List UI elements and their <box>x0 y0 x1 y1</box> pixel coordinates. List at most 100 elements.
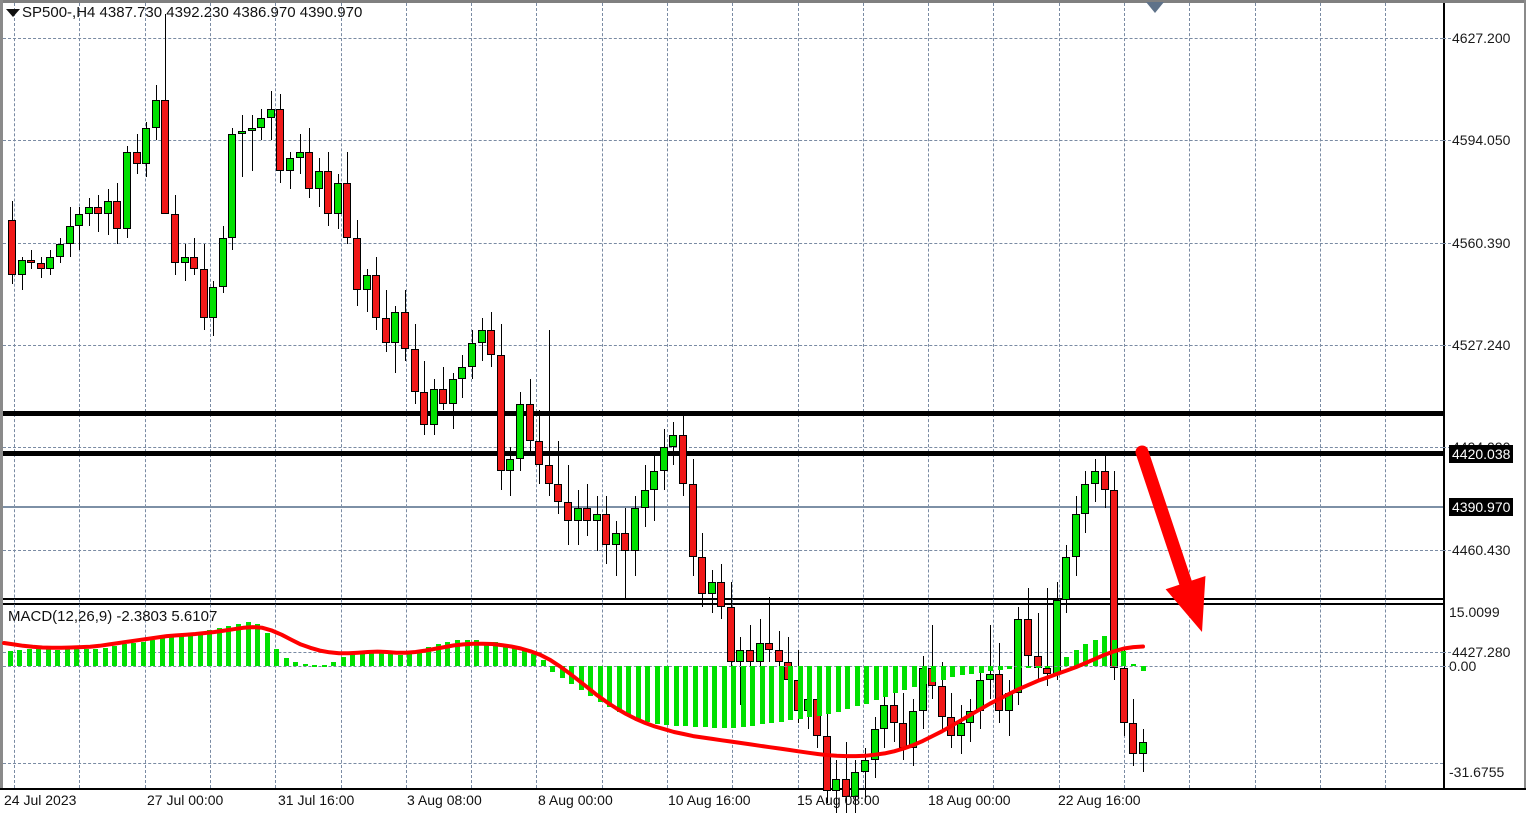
macd-histogram-bar <box>550 665 555 672</box>
macd-histogram-bar <box>27 649 32 666</box>
time-axis-label: 22 Aug 16:00 <box>1058 792 1141 808</box>
candle-body-bearish <box>726 606 735 662</box>
candle-body-bearish <box>487 330 496 355</box>
macd-histogram-bar <box>388 653 393 666</box>
gridline-vertical <box>1320 3 1321 788</box>
macd-histogram-bar <box>817 665 822 717</box>
macd-histogram-bar <box>769 665 774 723</box>
candle-body-bearish <box>276 109 285 171</box>
macd-histogram-bar <box>712 665 717 728</box>
time-axis-label: 15 Aug 08:00 <box>797 792 880 808</box>
candle-body-bullish <box>228 133 237 239</box>
macd-histogram-bar <box>626 665 631 717</box>
macd-histogram-bar <box>369 650 374 666</box>
gridline-vertical <box>536 3 537 788</box>
macd-histogram-bar <box>931 665 936 682</box>
macd-histogram-bar <box>893 665 898 694</box>
gridline-vertical <box>993 3 994 788</box>
candle-wick <box>252 115 253 171</box>
macd-histogram-bar <box>579 665 584 690</box>
gridline-horizontal <box>3 446 1443 448</box>
macd-histogram-bar <box>84 648 89 666</box>
macd-histogram-bar <box>465 639 470 666</box>
macd-histogram-bar <box>703 665 708 728</box>
candle-body-bullish <box>515 403 524 460</box>
macd-histogram-bar <box>493 642 498 666</box>
macd-histogram-bar <box>417 650 422 666</box>
candle-body-bearish <box>583 508 592 521</box>
macd-histogram-bar <box>969 665 974 675</box>
candle-body-bullish <box>650 471 659 490</box>
price-axis-tick <box>1443 550 1451 551</box>
macd-histogram-bar <box>322 664 327 667</box>
candle-wick <box>185 244 186 282</box>
price-axis-label: 4594.050 <box>1452 131 1511 148</box>
price-axis-tick <box>1443 651 1451 653</box>
candle-wick <box>1038 612 1039 681</box>
macd-histogram-bar <box>360 651 365 666</box>
candle-body-bullish <box>1062 557 1071 601</box>
price-axis-tick <box>1443 344 1451 346</box>
macd-histogram-bar <box>122 644 127 666</box>
gridline-horizontal <box>3 344 1443 346</box>
macd-histogram-bar <box>293 662 298 666</box>
macd-histogram-bar <box>874 665 879 701</box>
candle-body-bearish <box>132 152 141 165</box>
macd-histogram-bar <box>331 661 336 666</box>
candle-wick <box>510 446 511 497</box>
candle-body-bullish <box>266 109 275 119</box>
candle-body-bullish <box>956 723 965 736</box>
gridline-vertical <box>79 3 80 788</box>
macd-histogram-bar <box>303 664 308 667</box>
macd-histogram-bar <box>598 665 603 702</box>
candle-body-bearish <box>27 259 36 263</box>
price-axis-highlight-label: 4390.970 <box>1449 498 1514 516</box>
candle-body-bearish <box>899 723 908 748</box>
chart-collapse-icon[interactable] <box>6 9 20 17</box>
macd-histogram-bar <box>407 654 412 666</box>
candle-body-bearish <box>161 100 170 214</box>
candle-body-bullish <box>832 778 841 791</box>
time-axis-border <box>0 788 1526 790</box>
price-axis-tick <box>1443 38 1451 39</box>
time-axis-label: 18 Aug 00:00 <box>928 792 1011 808</box>
candle-body-bullish <box>247 127 256 131</box>
candle-wick <box>769 597 770 662</box>
candle-body-bullish <box>592 514 601 521</box>
macd-histogram-bar <box>8 651 13 666</box>
candle-wick <box>367 268 368 312</box>
macd-histogram-bar <box>150 639 155 666</box>
macd-histogram-bar <box>560 665 565 679</box>
candle-body-bullish <box>238 130 247 134</box>
candle-body-bearish <box>678 434 687 484</box>
candle-body-bearish <box>698 557 707 595</box>
macd-histogram-bar <box>226 625 231 666</box>
window-top-border <box>0 0 1526 3</box>
candle-body-bullish <box>55 244 64 257</box>
candle-body-bearish <box>1100 471 1109 490</box>
candle-body-bullish <box>1139 741 1147 754</box>
level-line-support[interactable] <box>3 451 1443 456</box>
gridline-horizontal <box>3 243 1443 245</box>
candle-body-bearish <box>94 207 103 214</box>
candle-body-bullish <box>1014 618 1023 693</box>
candle-body-bullish <box>659 446 668 472</box>
gridline-vertical <box>341 3 342 788</box>
macd-histogram-bar <box>379 651 384 666</box>
macd-histogram-bar <box>207 629 212 666</box>
gridline-horizontal <box>3 38 1443 39</box>
macd-histogram-bar <box>484 641 489 666</box>
current-price-line <box>3 506 1443 508</box>
level-line-resistance[interactable] <box>3 411 1443 416</box>
time-axis-label: 31 Jul 16:00 <box>278 792 355 808</box>
candle-body-bearish <box>410 348 419 392</box>
candle-body-bullish <box>84 207 93 214</box>
candle-wick <box>79 207 80 251</box>
macd-histogram-bar <box>236 623 241 666</box>
candle-body-bullish <box>870 729 879 761</box>
gridline-vertical <box>406 3 407 788</box>
macd-histogram-bar <box>36 648 41 666</box>
macd-histogram-bar <box>941 665 946 680</box>
candle-body-bullish <box>362 275 371 291</box>
